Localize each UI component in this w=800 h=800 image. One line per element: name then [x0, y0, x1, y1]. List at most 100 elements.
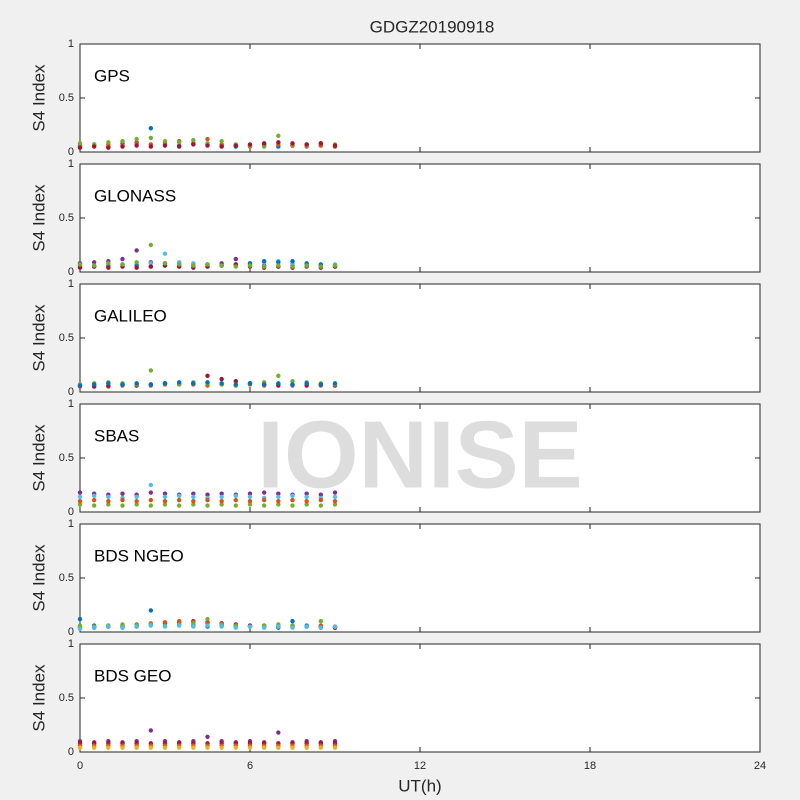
data-point	[290, 745, 295, 750]
data-point	[304, 745, 309, 750]
data-point	[276, 502, 281, 507]
data-point	[162, 491, 168, 496]
data-point	[77, 616, 83, 622]
data-point	[162, 745, 168, 750]
y-tick-label: 0	[68, 146, 74, 158]
data-point	[191, 137, 196, 143]
data-point	[276, 260, 281, 265]
data-point	[77, 499, 83, 504]
data-point	[219, 494, 224, 500]
data-point	[106, 140, 111, 145]
data-point	[261, 490, 267, 495]
x-tick-label: 24	[754, 760, 766, 772]
data-point	[290, 497, 295, 503]
y-tick-label: 0.5	[59, 92, 74, 104]
data-point	[106, 145, 111, 150]
data-point	[106, 745, 111, 750]
data-point	[120, 382, 125, 387]
y-tick-label: 0.5	[59, 692, 74, 704]
data-point	[134, 136, 139, 142]
y-tick-label: 1	[68, 638, 74, 650]
data-point	[77, 262, 83, 267]
data-point	[290, 493, 295, 498]
data-point	[162, 143, 168, 148]
data-point	[318, 503, 324, 508]
data-point	[219, 376, 224, 382]
data-point	[219, 491, 224, 496]
panel-label: GALILEO	[94, 306, 167, 325]
x-axis-label: UT(h)	[398, 776, 441, 795]
data-point	[91, 745, 97, 750]
y-tick-label: 0.5	[59, 452, 74, 464]
data-point	[261, 264, 267, 269]
axes-box	[79, 163, 761, 273]
data-point	[134, 624, 139, 629]
data-point	[91, 493, 97, 498]
data-point	[148, 490, 154, 495]
data-point	[233, 497, 239, 503]
data-point	[134, 494, 139, 500]
data-point	[148, 264, 154, 269]
data-point	[332, 381, 338, 386]
data-point	[106, 261, 111, 266]
data-point	[290, 503, 295, 508]
data-point	[120, 745, 125, 750]
data-point	[91, 503, 97, 508]
data-point	[219, 139, 224, 144]
data-point	[120, 256, 125, 262]
data-point	[120, 625, 125, 630]
data-point	[77, 623, 83, 628]
data-point	[304, 502, 309, 507]
data-point	[134, 248, 139, 253]
data-point	[148, 482, 154, 488]
data-point	[162, 139, 168, 144]
data-point	[261, 259, 267, 264]
data-point	[205, 492, 210, 497]
axes-box	[79, 523, 761, 633]
data-point	[148, 144, 154, 149]
data-point	[148, 608, 154, 613]
data-point	[148, 382, 154, 387]
y-tick-label: 1	[68, 398, 74, 410]
y-tick-label: 0.5	[59, 212, 74, 224]
y-tick-label: 0	[68, 626, 74, 638]
data-point	[318, 382, 324, 387]
y-tick-label: 0	[68, 506, 74, 518]
data-point	[261, 745, 267, 750]
data-point	[191, 381, 196, 386]
data-point	[332, 499, 338, 504]
data-point	[304, 624, 309, 629]
data-point	[205, 262, 210, 267]
data-point	[77, 502, 83, 507]
data-point	[233, 256, 239, 262]
data-point	[91, 144, 97, 149]
data-point	[148, 503, 154, 508]
data-point	[318, 619, 324, 624]
data-point	[233, 143, 239, 148]
x-tick-label: 12	[414, 760, 426, 772]
data-point	[134, 143, 139, 148]
data-point	[332, 745, 338, 750]
data-point	[205, 616, 210, 622]
data-point	[205, 136, 210, 142]
data-point	[162, 251, 168, 256]
data-point	[219, 745, 224, 750]
y-tick-label: 0	[68, 386, 74, 398]
data-point	[233, 264, 239, 269]
data-point	[332, 502, 338, 507]
data-point	[233, 625, 239, 630]
data-point	[148, 728, 154, 733]
y-tick-label: 1	[68, 38, 74, 50]
data-point	[304, 494, 309, 500]
data-point	[233, 379, 239, 384]
data-point	[318, 497, 324, 503]
data-point	[205, 373, 210, 378]
data-point	[134, 745, 139, 750]
data-point	[247, 142, 253, 147]
data-point	[191, 142, 196, 147]
y-tick-label: 0	[68, 266, 74, 278]
data-point	[290, 379, 295, 384]
data-point	[290, 264, 295, 269]
data-point	[219, 624, 224, 629]
chart-title: GDGZ20190918	[370, 17, 495, 36]
